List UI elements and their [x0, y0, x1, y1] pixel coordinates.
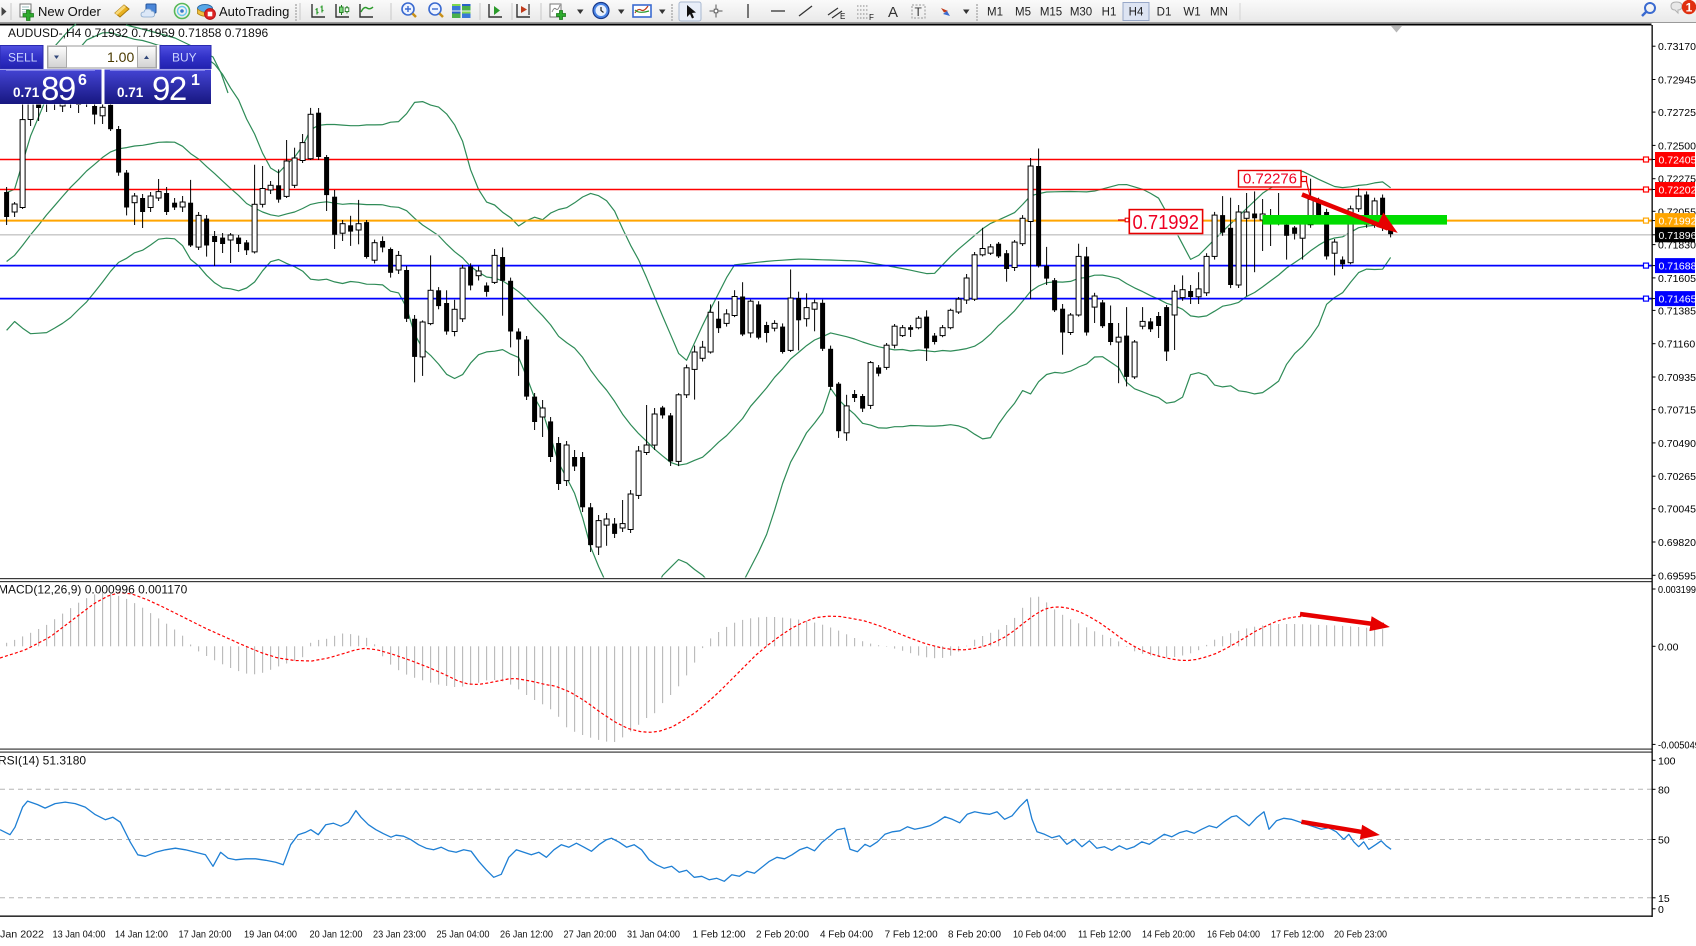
svg-text:Jan 2022: Jan 2022: [0, 930, 44, 941]
svg-text:0.71385: 0.71385: [1658, 305, 1696, 317]
svg-text:50: 50: [1658, 835, 1670, 847]
svg-text:6: 6: [78, 72, 87, 89]
svg-text:1: 1: [191, 72, 200, 89]
svg-text:1 Feb 12:00: 1 Feb 12:00: [693, 930, 746, 941]
svg-text:0.70935: 0.70935: [1658, 372, 1696, 384]
svg-text:M30: M30: [1070, 7, 1092, 19]
svg-text:T: T: [915, 5, 923, 19]
svg-text:MN: MN: [1210, 7, 1228, 19]
svg-text:4 Feb 04:00: 4 Feb 04:00: [820, 930, 873, 941]
svg-text:0.71605: 0.71605: [1658, 273, 1696, 285]
svg-text:19 Jan 04:00: 19 Jan 04:00: [244, 930, 297, 941]
svg-text:17 Feb 12:00: 17 Feb 12:00: [1271, 930, 1324, 941]
svg-text:0.72945: 0.72945: [1658, 75, 1696, 87]
svg-text:25 Jan 04:00: 25 Jan 04:00: [437, 930, 490, 941]
svg-text:0.71992: 0.71992: [1133, 211, 1200, 234]
svg-text:H1: H1: [1102, 7, 1117, 19]
svg-text:0.70045: 0.70045: [1658, 504, 1696, 516]
svg-text:AutoTrading: AutoTrading: [219, 4, 289, 19]
svg-text:RSI(14) 51.3180: RSI(14) 51.3180: [0, 754, 86, 768]
svg-text:92: 92: [152, 70, 186, 107]
svg-text:0.71465: 0.71465: [1659, 294, 1696, 306]
svg-text:0.00: 0.00: [1658, 641, 1679, 653]
svg-text:23 Jan 23:00: 23 Jan 23:00: [373, 930, 426, 941]
svg-text:H4: H4: [1129, 7, 1144, 19]
svg-text:0.72500: 0.72500: [1658, 140, 1696, 152]
svg-text:0.73170: 0.73170: [1658, 41, 1696, 53]
svg-text:0.71896: 0.71896: [1659, 230, 1696, 242]
svg-text:10 Feb 04:00: 10 Feb 04:00: [1013, 930, 1066, 941]
svg-text:0.70490: 0.70490: [1658, 438, 1696, 450]
svg-text:BUY: BUY: [172, 51, 197, 65]
svg-text:AUDUSD-,H4 0.71932 0.71959 0.: AUDUSD-,H4 0.71932 0.71959 0.71858 0.718…: [8, 26, 269, 40]
svg-text:E: E: [840, 12, 845, 21]
svg-text:0.72405: 0.72405: [1659, 155, 1696, 167]
svg-text:1: 1: [1686, 1, 1693, 15]
svg-text:0.69820: 0.69820: [1658, 537, 1696, 549]
svg-text:M15: M15: [1040, 7, 1062, 19]
svg-text:2 Feb 20:00: 2 Feb 20:00: [756, 930, 809, 941]
svg-text:New Order: New Order: [38, 4, 102, 19]
svg-text:0.71: 0.71: [117, 85, 144, 100]
svg-text:14 Feb 20:00: 14 Feb 20:00: [1142, 930, 1195, 941]
svg-text:0.70715: 0.70715: [1658, 405, 1696, 417]
svg-text:0: 0: [1658, 904, 1664, 916]
svg-text:17 Jan 20:00: 17 Jan 20:00: [179, 930, 232, 941]
svg-text:11 Feb 12:00: 11 Feb 12:00: [1078, 930, 1131, 941]
svg-text:0.71: 0.71: [13, 85, 40, 100]
svg-text:14 Jan 12:00: 14 Jan 12:00: [115, 930, 168, 941]
svg-text:A: A: [888, 4, 898, 21]
svg-text:-0.005049: -0.005049: [1658, 740, 1696, 751]
svg-text:100: 100: [1658, 755, 1676, 767]
svg-text:27 Jan 20:00: 27 Jan 20:00: [564, 930, 617, 941]
svg-text:80: 80: [1658, 784, 1670, 796]
svg-text:W1: W1: [1183, 7, 1200, 19]
svg-text:31 Jan 04:00: 31 Jan 04:00: [627, 930, 680, 941]
svg-text:F: F: [869, 13, 874, 22]
svg-text:13 Jan 04:00: 13 Jan 04:00: [53, 930, 106, 941]
svg-text:0.72725: 0.72725: [1658, 107, 1696, 119]
svg-text:0.69595: 0.69595: [1658, 570, 1696, 582]
svg-text:15: 15: [1658, 893, 1670, 905]
svg-text:89: 89: [41, 70, 75, 107]
svg-text:0.71688: 0.71688: [1659, 261, 1696, 273]
svg-text:SELL: SELL: [8, 51, 38, 65]
svg-text:20 Jan 12:00: 20 Jan 12:00: [310, 930, 363, 941]
svg-text:0.72202: 0.72202: [1659, 185, 1696, 197]
svg-text:16 Feb 04:00: 16 Feb 04:00: [1207, 930, 1260, 941]
svg-text:D1: D1: [1157, 7, 1172, 19]
svg-text:0.70265: 0.70265: [1658, 471, 1696, 483]
svg-text:8 Feb 20:00: 8 Feb 20:00: [948, 930, 1001, 941]
svg-text:1.00: 1.00: [107, 49, 134, 65]
svg-text:0.003199: 0.003199: [1658, 585, 1696, 596]
svg-text:M5: M5: [1015, 7, 1031, 19]
svg-text:0.71160: 0.71160: [1658, 339, 1695, 351]
svg-text:20 Feb 23:00: 20 Feb 23:00: [1334, 930, 1387, 941]
svg-text:26 Jan 12:00: 26 Jan 12:00: [500, 930, 553, 941]
svg-text:MACD(12,26,9) 0.000996 0.00117: MACD(12,26,9) 0.000996 0.001170: [0, 583, 188, 597]
svg-text:0.71992: 0.71992: [1659, 216, 1696, 228]
svg-text:0.71830: 0.71830: [1658, 240, 1696, 252]
svg-text:M1: M1: [987, 7, 1003, 19]
svg-text:0.72276: 0.72276: [1243, 172, 1297, 188]
svg-text:7 Feb 12:00: 7 Feb 12:00: [885, 930, 938, 941]
